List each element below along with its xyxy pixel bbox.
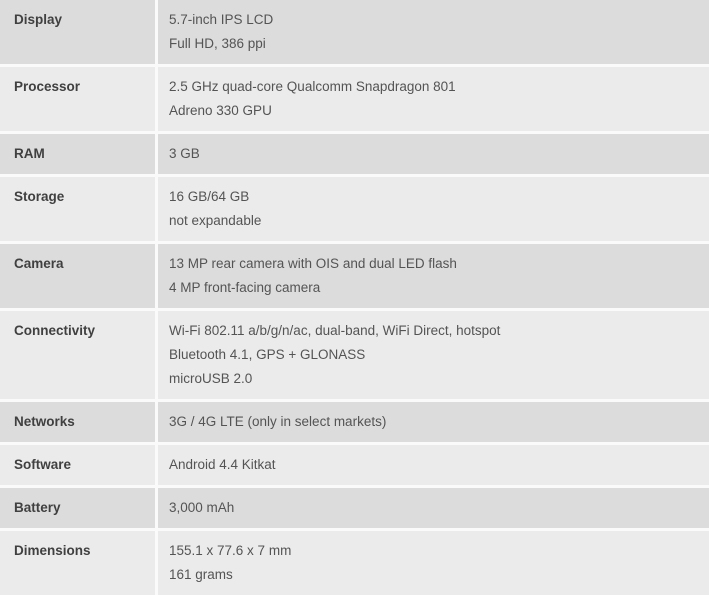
spec-value: 3G / 4G LTE (only in select markets) xyxy=(158,402,709,442)
spec-value-line: 3G / 4G LTE (only in select markets) xyxy=(169,414,387,429)
spec-value-line: 3 GB xyxy=(169,146,200,161)
spec-label: Connectivity xyxy=(0,311,158,399)
spec-value: 155.1 x 77.6 x 7 mm 161 grams xyxy=(158,531,709,595)
spec-label: Dimensions xyxy=(0,531,158,595)
spec-value: Android 4.4 Kitkat xyxy=(158,445,709,485)
spec-row-camera: Camera 13 MP rear camera with OIS and dua… xyxy=(0,244,709,311)
spec-row-dimensions: Dimensions 155.1 x 77.6 x 7 mm 161 grams xyxy=(0,531,709,595)
spec-label: Software xyxy=(0,445,158,485)
spec-value-line: 5.7-inch IPS LCD xyxy=(169,12,274,27)
spec-row-display: Display 5.7-inch IPS LCD Full HD, 386 ppi xyxy=(0,0,709,67)
spec-value: 13 MP rear camera with OIS and dual LED … xyxy=(158,244,709,308)
spec-value-line: not expandable xyxy=(169,213,262,228)
spec-row-connectivity: Connectivity Wi-Fi 802.11 a/b/g/n/ac, dua… xyxy=(0,311,709,402)
spec-row-processor: Processor 2.5 GHz quad-core Qualcomm Snap… xyxy=(0,67,709,134)
spec-value-line: 2.5 GHz quad-core Qualcomm Snapdragon 80… xyxy=(169,79,456,94)
spec-value: 5.7-inch IPS LCD Full HD, 386 ppi xyxy=(158,0,709,64)
spec-row-battery: Battery 3,000 mAh xyxy=(0,488,709,531)
spec-value-line: 16 GB/64 GB xyxy=(169,189,250,204)
spec-label: Processor xyxy=(0,67,158,131)
spec-value-line: 3,000 mAh xyxy=(169,500,235,515)
spec-value-line: 155.1 x 77.6 x 7 mm xyxy=(169,543,292,558)
spec-label: Camera xyxy=(0,244,158,308)
spec-value-line: Wi-Fi 802.11 a/b/g/n/ac, dual-band, WiFi… xyxy=(169,323,501,338)
spec-label: Battery xyxy=(0,488,158,528)
spec-value: Wi-Fi 802.11 a/b/g/n/ac, dual-band, WiFi… xyxy=(158,311,709,399)
spec-label: Display xyxy=(0,0,158,64)
spec-row-ram: RAM 3 GB xyxy=(0,134,709,177)
spec-value-line: 13 MP rear camera with OIS and dual LED … xyxy=(169,256,457,271)
spec-value-line: Adreno 330 GPU xyxy=(169,103,272,118)
spec-value: 16 GB/64 GB not expandable xyxy=(158,177,709,241)
spec-row-networks: Networks 3G / 4G LTE (only in select mark… xyxy=(0,402,709,445)
spec-value-line: 161 grams xyxy=(169,567,233,582)
spec-value-line: Android 4.4 Kitkat xyxy=(169,457,276,472)
spec-value: 3 GB xyxy=(158,134,709,174)
spec-value-line: Bluetooth 4.1, GPS + GLONASS xyxy=(169,347,366,362)
spec-value-line: 4 MP front-facing camera xyxy=(169,280,321,295)
spec-value-line: microUSB 2.0 xyxy=(169,371,253,386)
spec-value-line: Full HD, 386 ppi xyxy=(169,36,266,51)
spec-row-storage: Storage 16 GB/64 GB not expandable xyxy=(0,177,709,244)
spec-label: Networks xyxy=(0,402,158,442)
spec-value: 2.5 GHz quad-core Qualcomm Snapdragon 80… xyxy=(158,67,709,131)
spec-row-software: Software Android 4.4 Kitkat xyxy=(0,445,709,488)
spec-value: 3,000 mAh xyxy=(158,488,709,528)
spec-label: Storage xyxy=(0,177,158,241)
spec-label: RAM xyxy=(0,134,158,174)
